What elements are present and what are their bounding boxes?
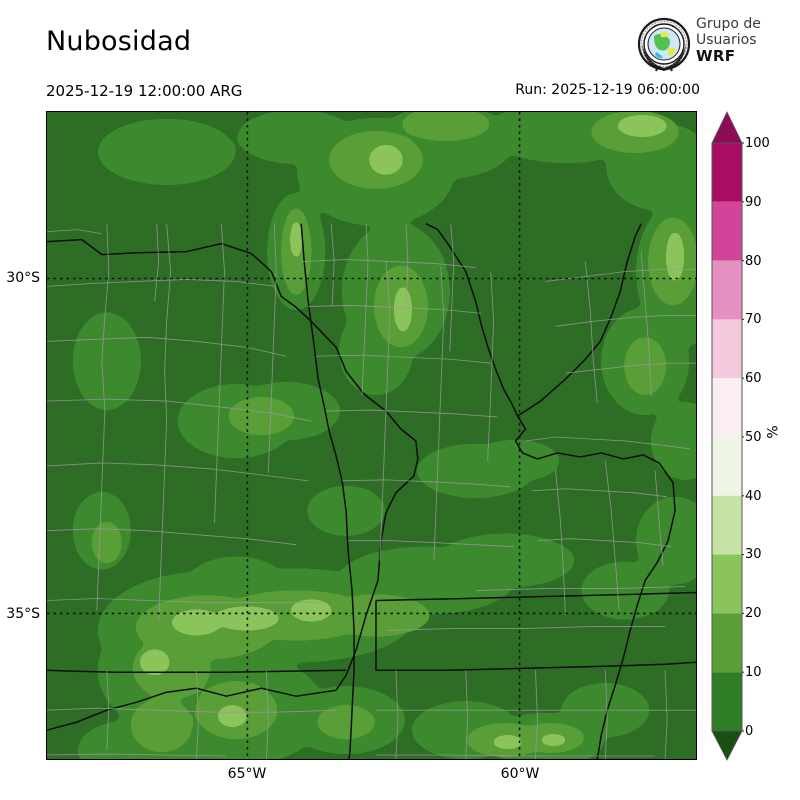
cloud-cover-raster (47, 112, 696, 759)
logo-line-2: Usuarios (696, 32, 757, 48)
logo-line-1: Grupo de (696, 16, 761, 32)
wrf-globe-seal-icon (636, 16, 692, 72)
colorbar (710, 111, 744, 761)
run-info-label: Run: 2025-12-19 06:00:00 (515, 82, 700, 98)
lat-label-35s: 35°S (6, 606, 40, 622)
colorbar-tick-20: 20 (745, 606, 762, 621)
colorbar-unit-label: % (765, 425, 782, 439)
colorbar-tick-90: 90 (745, 195, 762, 210)
colorbar-tick-60: 60 (745, 371, 762, 386)
valid-time-label: 2025-12-19 12:00:00 ARG (46, 82, 243, 100)
colorbar-tick-70: 70 (745, 312, 762, 327)
logo-line-3: WRF (696, 47, 736, 65)
lon-label-65w: 65°W (227, 766, 267, 782)
colorbar-tick-80: 80 (745, 254, 762, 269)
colorbar-tick-30: 30 (745, 547, 762, 562)
colorbar-tick-40: 40 (745, 489, 762, 504)
wrf-user-group-logo: Grupo de Usuarios WRF (636, 16, 796, 74)
colorbar-tick-0: 0 (745, 724, 754, 739)
lat-label-30s: 30°S (6, 270, 40, 286)
colorbar-tick-labels: 100 90 80 70 60 50 40 30 20 10 0 (745, 111, 779, 761)
colorbar-tick-50: 50 (745, 430, 762, 445)
colorbar-tick-100: 100 (745, 136, 770, 151)
logo-text-block: Grupo de Usuarios WRF (696, 16, 796, 64)
colorbar-tick-10: 10 (745, 665, 762, 680)
lon-label-60w: 60°W (500, 766, 540, 782)
page-title: Nubosidad (46, 26, 192, 57)
map-plot-area[interactable] (46, 111, 697, 760)
